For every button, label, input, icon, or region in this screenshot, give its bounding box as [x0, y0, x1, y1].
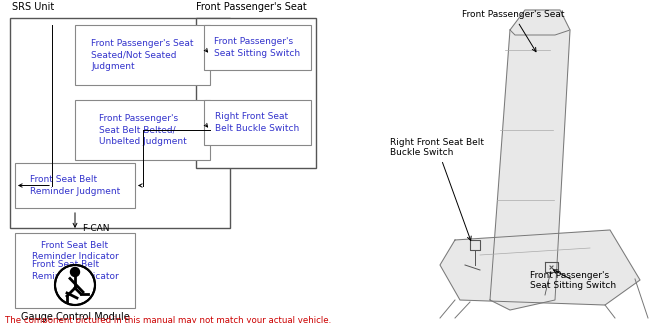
Text: Front Passenger's
Seat Belt Belted/
Unbelted Judgment: Front Passenger's Seat Belt Belted/ Unbe… — [99, 114, 186, 146]
Text: SRS Unit: SRS Unit — [12, 2, 54, 12]
Text: Front Seat Belt
Reminder Judgment: Front Seat Belt Reminder Judgment — [30, 175, 120, 195]
Bar — [15, 163, 135, 208]
Bar — [204, 25, 311, 70]
Circle shape — [55, 265, 95, 305]
Text: Front Seat Belt
Reminder Indicator: Front Seat Belt Reminder Indicator — [32, 260, 118, 281]
Bar — [75, 100, 210, 160]
Bar — [196, 18, 316, 168]
Text: The component pictured in this manual may not match your actual vehicle.: The component pictured in this manual ma… — [5, 316, 331, 323]
Bar — [204, 100, 311, 145]
Text: Front Passenger's Seat: Front Passenger's Seat — [462, 10, 565, 52]
Bar — [75, 25, 210, 85]
Text: Right Front Seat
Belt Buckle Switch: Right Front Seat Belt Buckle Switch — [215, 112, 299, 132]
Text: Front Passenger's Seat: Front Passenger's Seat — [196, 2, 307, 12]
Text: Right Front Seat Belt
Buckle Switch: Right Front Seat Belt Buckle Switch — [390, 138, 484, 240]
Text: Front Passenger's
Seat Sitting Switch: Front Passenger's Seat Sitting Switch — [530, 270, 616, 290]
Text: Front Seat Belt
Reminder Indicator: Front Seat Belt Reminder Indicator — [32, 241, 118, 261]
Text: Gauge Control Module: Gauge Control Module — [20, 312, 130, 322]
Text: F-CAN: F-CAN — [82, 224, 109, 233]
Text: Front Passenger's Seat
Seated/Not Seated
Judgment: Front Passenger's Seat Seated/Not Seated… — [91, 39, 193, 71]
Circle shape — [70, 267, 80, 276]
Bar — [15, 233, 135, 308]
Polygon shape — [440, 230, 640, 305]
Polygon shape — [490, 30, 570, 310]
Polygon shape — [510, 10, 570, 35]
Bar — [10, 18, 230, 228]
Text: Front Passenger's
Seat Sitting Switch: Front Passenger's Seat Sitting Switch — [215, 37, 301, 57]
